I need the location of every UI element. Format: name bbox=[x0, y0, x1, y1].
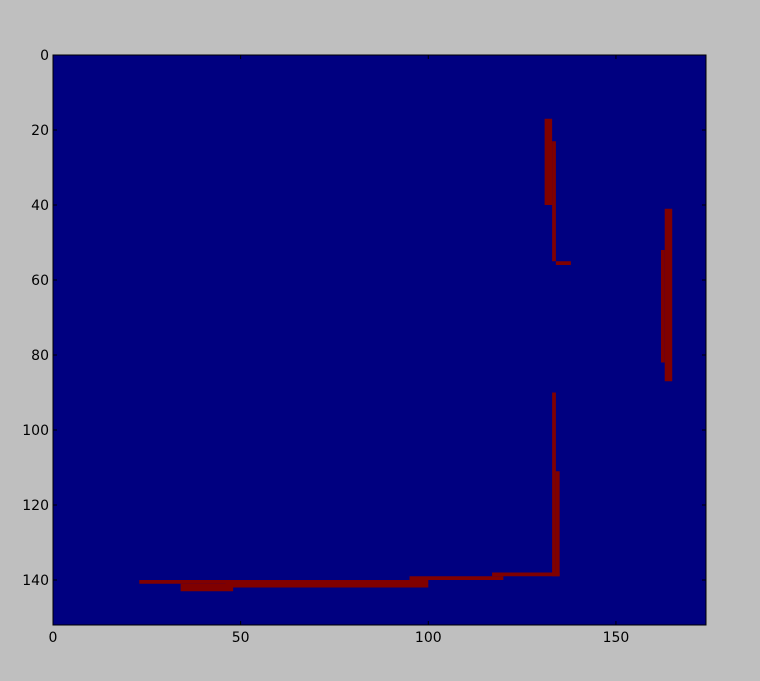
y-tick-label: 140 bbox=[22, 573, 49, 589]
x-tick-label: 150 bbox=[603, 630, 630, 646]
plot-area bbox=[52, 54, 707, 626]
y-tick-label: 40 bbox=[31, 198, 49, 214]
mark-bottom-horizontal-wall-mid bbox=[225, 580, 429, 588]
x-tick-label: 0 bbox=[49, 630, 58, 646]
mark-middle-vertical-thick bbox=[555, 471, 560, 577]
mark-bottom-horizontal-wall-left-lower bbox=[180, 583, 234, 592]
y-tick-label: 100 bbox=[22, 423, 49, 439]
y-tick-label: 120 bbox=[22, 498, 49, 514]
y-tick-label: 0 bbox=[40, 48, 49, 64]
mark-middle-vertical-wall bbox=[552, 392, 556, 577]
mark-right-vertical-notch bbox=[660, 250, 665, 363]
mark-top-vertical-wall-fragment bbox=[544, 118, 553, 205]
mark-bottom-horizontal-wall-end bbox=[492, 572, 560, 577]
y-tick-label: 80 bbox=[31, 348, 49, 364]
y-tick-label: 60 bbox=[31, 273, 49, 289]
mark-top-small-foot bbox=[555, 261, 571, 265]
y-tick-label: 20 bbox=[31, 123, 49, 139]
x-tick-label: 100 bbox=[415, 630, 442, 646]
y-axis: 0 20 40 60 80 100 120 140 bbox=[22, 48, 706, 589]
heatmap-marks bbox=[139, 118, 673, 592]
x-axis: 0 50 100 150 bbox=[49, 55, 630, 646]
mark-right-vertical-wall bbox=[664, 208, 673, 382]
x-tick-label: 50 bbox=[232, 630, 250, 646]
mark-top-vertical-wall bbox=[552, 141, 556, 262]
mark-bottom-horizontal-wall-right bbox=[409, 576, 504, 580]
